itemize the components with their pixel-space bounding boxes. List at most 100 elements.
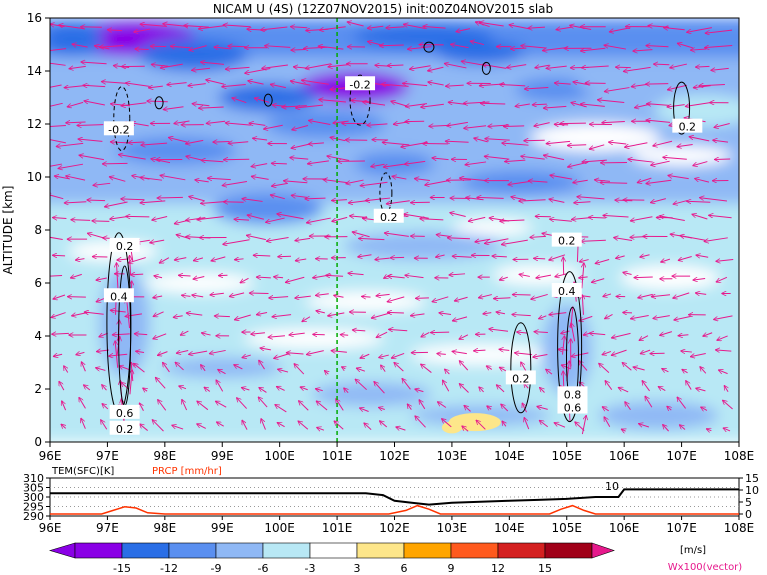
- wind-vector: [127, 298, 131, 329]
- wind-vector: [444, 369, 450, 375]
- wind-vector: [677, 145, 693, 147]
- wind-vector: [637, 177, 652, 183]
- wind-vector: [595, 259, 610, 263]
- wind-vector: [128, 257, 146, 263]
- field-patch: [162, 357, 283, 378]
- y-tick-label: 16: [27, 11, 42, 25]
- field-patch: [452, 219, 533, 236]
- contour-label-bg: [551, 232, 582, 247]
- wind-vector: [646, 120, 671, 122]
- wind-vector: [352, 330, 366, 331]
- wind-vector: [524, 87, 549, 89]
- wind-vector: [198, 25, 224, 29]
- wind-vector: [420, 103, 444, 107]
- wind-vector: [223, 159, 250, 160]
- wind-vector: [325, 275, 344, 276]
- wind-vector: [135, 49, 149, 50]
- field-patch: [138, 39, 249, 72]
- wind-vector: [506, 64, 527, 68]
- wind-vector: [706, 429, 711, 431]
- wind-vector: [351, 100, 371, 102]
- wind-vector: [539, 387, 545, 393]
- wind-vector: [642, 380, 650, 392]
- wind-vector: [376, 331, 388, 339]
- wind-vector: [170, 46, 191, 48]
- wind-vector: [263, 124, 283, 129]
- wind-vector: [227, 46, 246, 47]
- wind-vector: [631, 84, 648, 86]
- x-tick-label: 105E: [552, 449, 583, 463]
- surface-left-tick-label: 290: [23, 510, 44, 523]
- wind-vector: [152, 296, 163, 298]
- wind-vector: [242, 355, 251, 358]
- wind-vector: [205, 80, 225, 85]
- colorbar-end-right: [591, 542, 615, 559]
- wind-vector: [277, 421, 285, 428]
- wind-vector: [75, 259, 85, 261]
- wind-vector: [270, 195, 285, 200]
- colorbar-label: -3: [305, 562, 316, 575]
- wind-vector: [163, 106, 184, 110]
- wind-vector: [360, 181, 388, 186]
- field-patch: [311, 382, 432, 407]
- wind-vector: [419, 399, 426, 410]
- wind-vector: [696, 255, 709, 257]
- wind-vector: [273, 277, 284, 278]
- wind-vector: [441, 380, 450, 392]
- wind-vector: [206, 121, 226, 123]
- wind-vector: [623, 66, 651, 71]
- wind-vector: [306, 217, 331, 223]
- contour-positive: [673, 81, 691, 135]
- surface-right-tick-label: 10: [745, 484, 759, 497]
- wind-vector: [690, 49, 707, 50]
- wind-vector: [580, 47, 606, 51]
- wind-vector: [316, 427, 325, 430]
- wind-vector: [634, 277, 653, 278]
- wind-vector: [717, 335, 728, 341]
- wind-vector: [509, 25, 531, 30]
- surface-timeseries-panel: 10: [49, 477, 740, 517]
- wind-vector: [352, 232, 370, 238]
- wind-vector: [394, 362, 404, 372]
- wind-vector: [651, 295, 671, 297]
- contour-label-bg: [109, 420, 140, 435]
- wind-vector: [216, 421, 224, 427]
- chart-title: NICAM U (4S) (12Z07NOV2015) init:00Z04NO…: [213, 2, 553, 16]
- wind-vector: [290, 81, 311, 86]
- wind-vector: [638, 424, 650, 428]
- wind-vector: [532, 104, 547, 105]
- wind-vector: [246, 235, 266, 241]
- wind-vector: [52, 255, 66, 256]
- wind-vector: [704, 46, 733, 48]
- wind-vector: [178, 275, 191, 276]
- wind-vector: [131, 362, 133, 382]
- wind-vector: [387, 65, 404, 66]
- wind-vector: [96, 350, 109, 352]
- wind-vector: [75, 352, 85, 354]
- wind-vector: [445, 85, 464, 86]
- wind-vector: [390, 101, 407, 107]
- wind-vector: [715, 260, 734, 262]
- wind-vector: [283, 181, 308, 183]
- wind-vector: [533, 258, 546, 259]
- wind-vector: [118, 155, 146, 160]
- wind-vector: [247, 81, 264, 85]
- wind-vector: [294, 296, 311, 298]
- wind-vector: [298, 421, 309, 430]
- wind-vector: [439, 313, 452, 315]
- wind-vector: [516, 332, 528, 333]
- wind-vector: [275, 404, 287, 413]
- wind-vector: [81, 62, 107, 64]
- wind-vector: [133, 28, 151, 32]
- wind-vector: [204, 387, 211, 391]
- wind-vector: [580, 240, 606, 241]
- wind-vector: [519, 274, 530, 276]
- wind-vector: [549, 313, 567, 315]
- wind-vector: [331, 216, 348, 221]
- wind-vector: [149, 240, 165, 243]
- wind-vector: [567, 145, 587, 146]
- wind-vector: [573, 202, 591, 203]
- wind-vector: [718, 370, 728, 375]
- wind-vector: [622, 362, 632, 371]
- contour-label-bg: [557, 399, 588, 414]
